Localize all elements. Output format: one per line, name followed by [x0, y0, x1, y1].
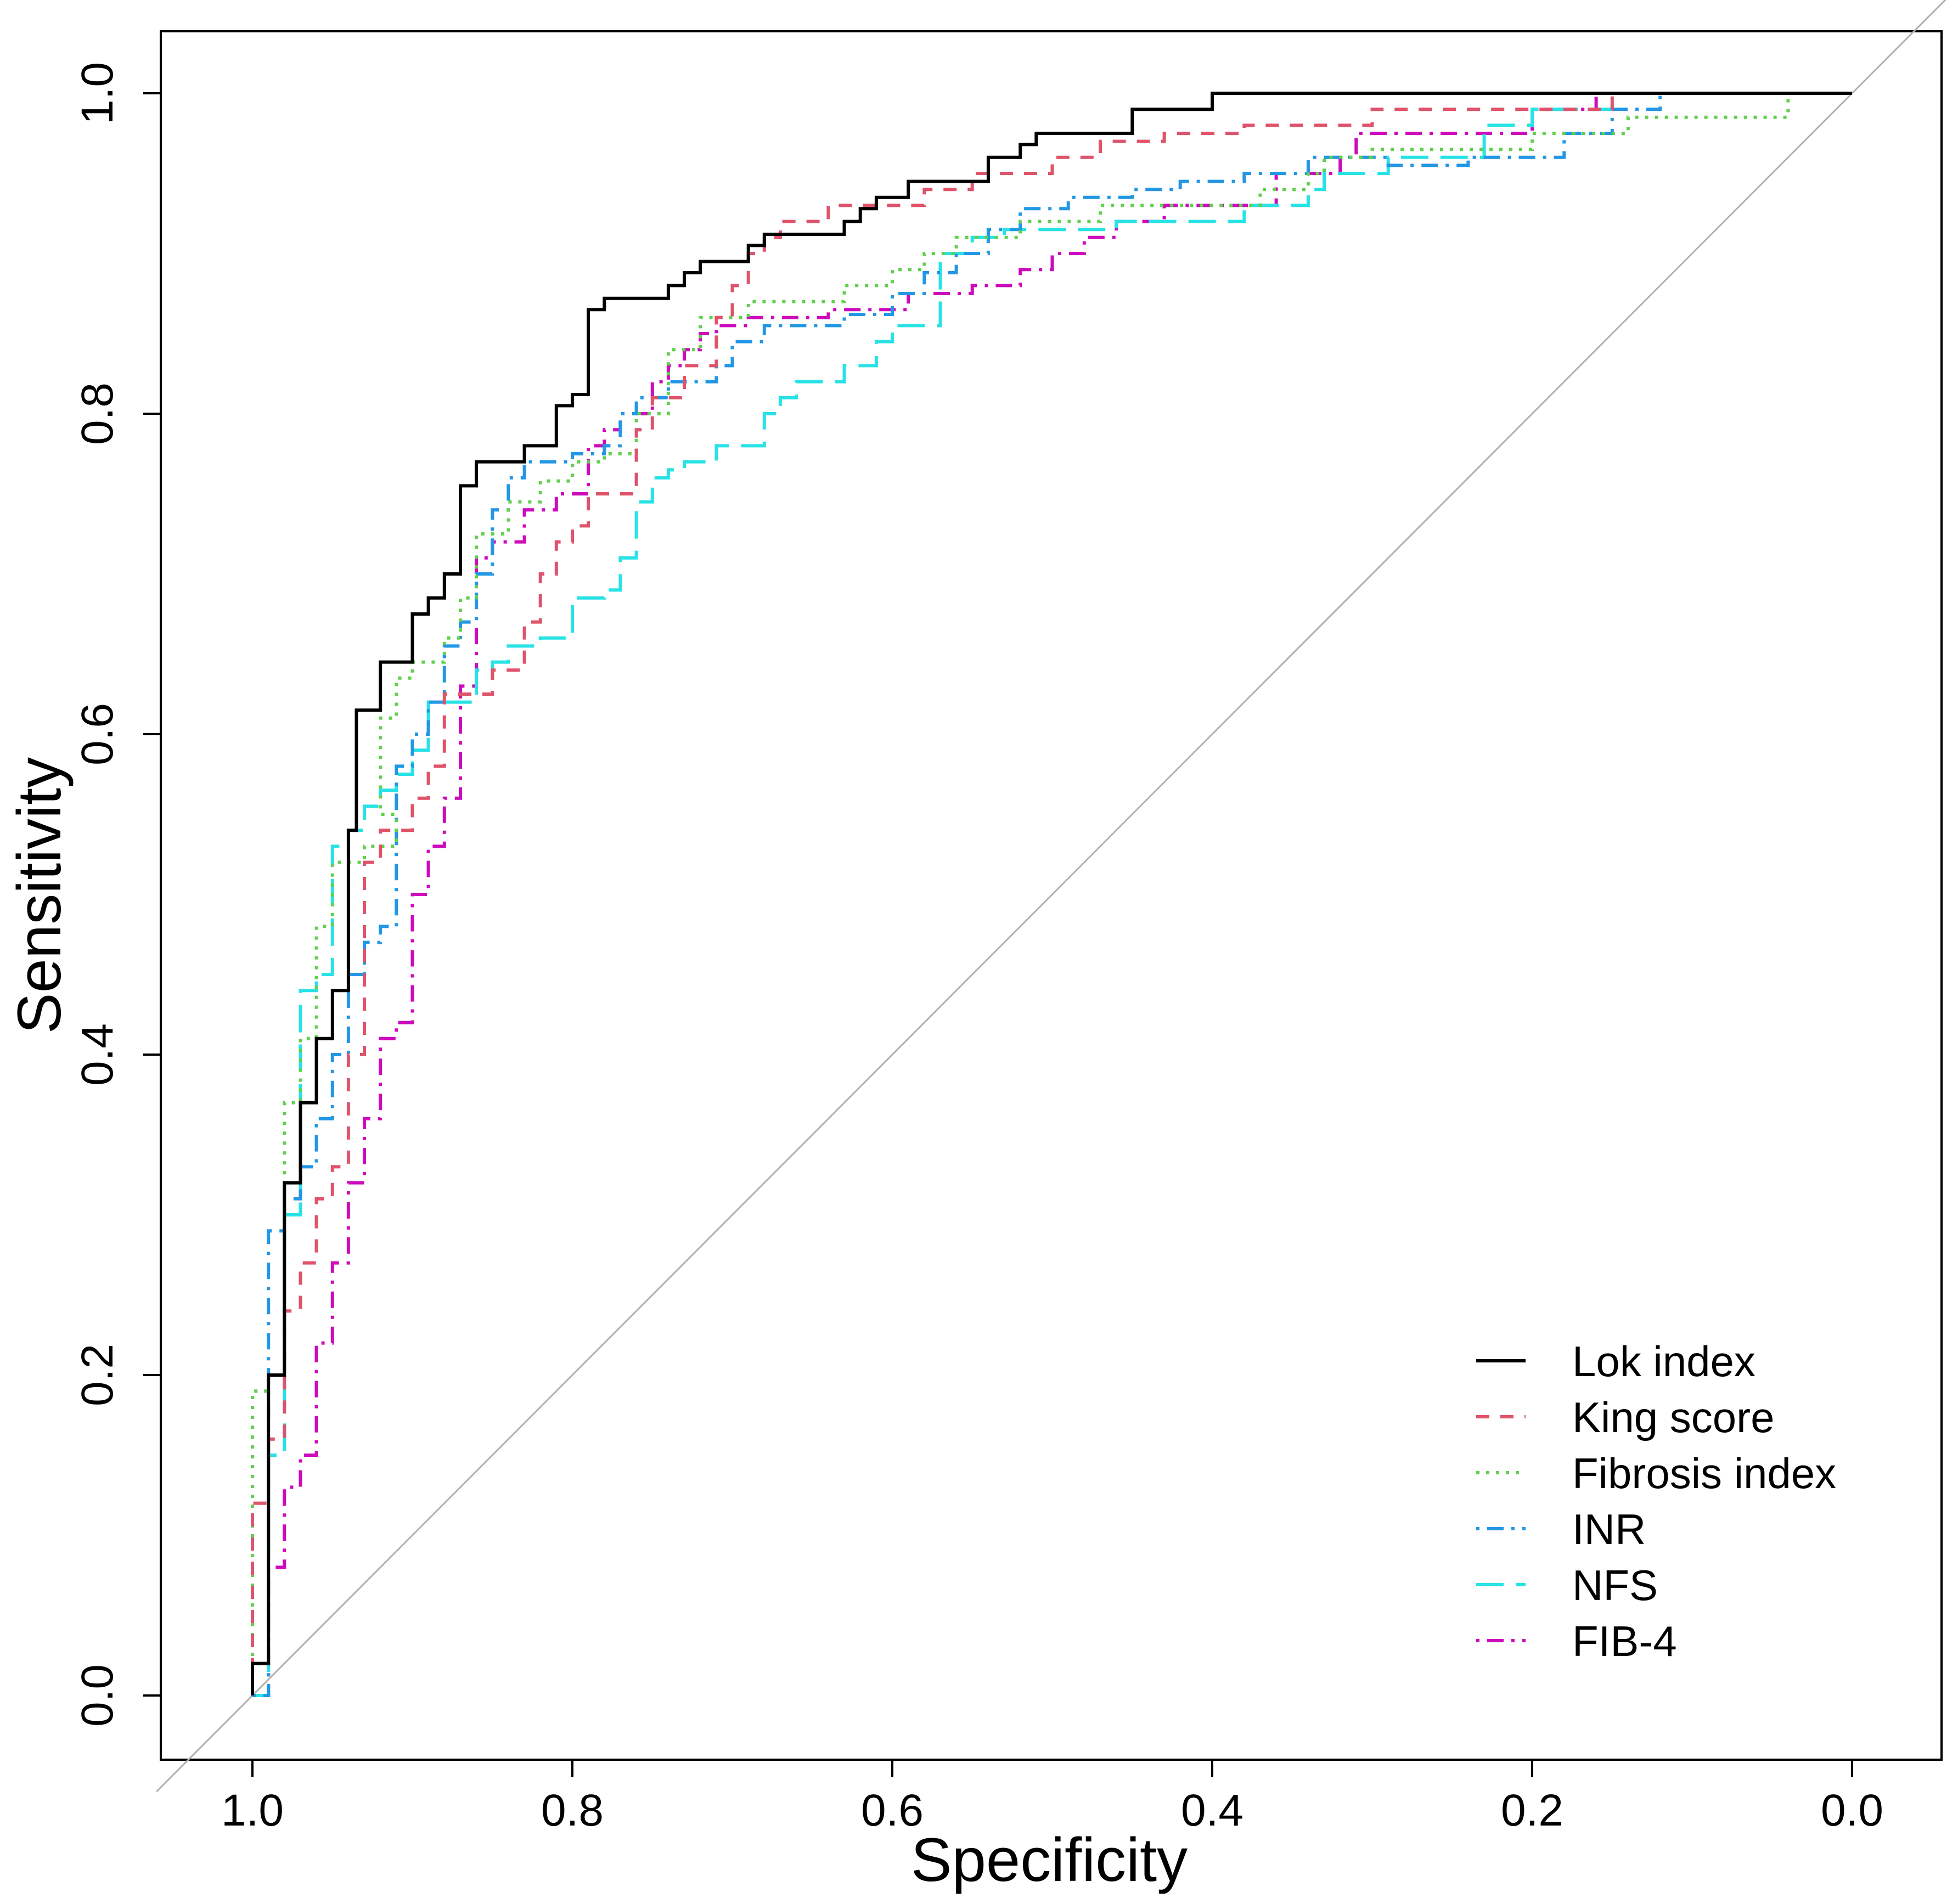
y-tick-label: 0.4 [72, 1023, 122, 1086]
x-tick-label: 0.2 [1501, 1785, 1563, 1835]
y-tick-label: 0.0 [72, 1664, 122, 1727]
series-layer [251, 92, 1852, 1697]
x-tick-label: 1.0 [221, 1785, 284, 1835]
series-line-lok-index [251, 92, 1852, 1695]
series-line-fibrosis-index [251, 92, 1852, 1695]
reference-diagonal [156, 0, 1946, 1793]
series-line-inr [252, 92, 1852, 1697]
y-tick-label: 0.6 [72, 703, 122, 765]
legend: Lok index King score Fibrosis index INR NFS F… [1476, 1337, 1836, 1665]
x-axis-title: Specificity [911, 1826, 1188, 1894]
series-line-nfs [252, 92, 1852, 1697]
x-tick-label: 0.6 [861, 1785, 924, 1835]
x-tick-label: 0.4 [1181, 1785, 1244, 1835]
y-tick-label: 1.0 [72, 62, 122, 125]
legend-label-inr: INR [1572, 1505, 1646, 1553]
y-tick-label: 0.2 [72, 1344, 122, 1406]
legend-label-nfs: NFS [1572, 1561, 1658, 1609]
x-tick-label: 0.0 [1821, 1785, 1883, 1835]
legend-label-lok-index: Lok index [1572, 1337, 1756, 1385]
legend-label-fib-4: FIB-4 [1572, 1617, 1677, 1665]
y-axis: 0.0 0.2 0.4 0.6 0.8 1.0 [72, 62, 162, 1727]
x-axis: 1.0 0.8 0.6 0.4 0.2 0.0 [221, 1759, 1883, 1835]
series-line-king-score [251, 92, 1852, 1695]
y-tick-label: 0.8 [72, 382, 122, 445]
legend-label-fibrosis-index: Fibrosis index [1572, 1449, 1836, 1497]
x-tick-label: 0.8 [541, 1785, 604, 1835]
y-axis-title: Sensitivity [5, 757, 74, 1034]
legend-label-king-score: King score [1572, 1393, 1775, 1441]
